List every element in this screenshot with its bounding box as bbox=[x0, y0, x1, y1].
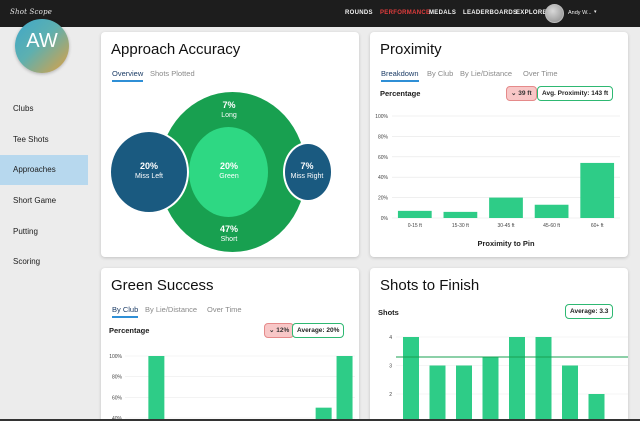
y-tick-label: 3 bbox=[389, 364, 392, 370]
y-tick-label: 20% bbox=[378, 196, 389, 202]
tab-by-lie-distance[interactable]: By Lie/Distance bbox=[460, 69, 513, 78]
bar[interactable] bbox=[443, 211, 478, 218]
chevron-down-icon: ⌄ bbox=[269, 327, 275, 334]
bar[interactable] bbox=[336, 356, 353, 421]
sub-label: Percentage bbox=[380, 89, 421, 98]
y-tick-label: 60% bbox=[112, 395, 123, 401]
miss-left-label: 20% Miss Left bbox=[134, 161, 163, 180]
nav-medals[interactable]: MEDALS bbox=[429, 10, 457, 16]
bar[interactable] bbox=[456, 365, 472, 421]
bar[interactable] bbox=[148, 356, 165, 421]
logo[interactable]: Shot Scope bbox=[10, 8, 53, 16]
bar[interactable] bbox=[588, 394, 605, 421]
bar[interactable] bbox=[397, 210, 432, 218]
bar[interactable] bbox=[535, 337, 552, 421]
nav-explore[interactable]: EXPLORE bbox=[516, 10, 547, 16]
shots-to-finish-card: Shots to Finish Shots Average: 3.3 2 3 4 bbox=[370, 268, 628, 421]
short-label: 47% Short bbox=[219, 224, 238, 243]
y-tick-label: 40% bbox=[112, 416, 123, 421]
proximity-card: Proximity Breakdown By Club By Lie/Dista… bbox=[370, 32, 628, 257]
x-tick-label: 15-30 ft bbox=[452, 223, 470, 229]
card-title: Proximity bbox=[380, 41, 442, 58]
chevron-down-icon: ⌄ bbox=[511, 90, 517, 97]
x-tick-label: 60+ ft bbox=[591, 223, 604, 229]
trend-value: 12% bbox=[276, 327, 290, 334]
average-badge: Avg. Proximity: 143 ft bbox=[537, 86, 614, 101]
miss-left-circle bbox=[109, 130, 189, 214]
profile-avatar[interactable]: AW bbox=[15, 19, 69, 73]
tab-by-club[interactable]: By Club bbox=[112, 305, 139, 318]
average-badge: Average: 20% bbox=[292, 323, 345, 338]
nav-performance[interactable]: PERFORMANCE bbox=[380, 10, 431, 16]
sidebar-item-tee-shots[interactable]: Tee Shots bbox=[13, 135, 49, 144]
sidebar-item-short-game[interactable]: Short Game bbox=[13, 196, 57, 205]
average-badge: Average: 3.3 bbox=[565, 304, 614, 319]
bar[interactable] bbox=[580, 162, 615, 218]
green-label: 20% Green bbox=[219, 161, 239, 180]
card-title: Approach Accuracy bbox=[111, 41, 241, 58]
bar[interactable] bbox=[489, 197, 523, 218]
y-tick-label: 100% bbox=[375, 114, 388, 120]
long-label: 7% Long bbox=[221, 100, 237, 119]
approach-accuracy-card: Approach Accuracy Overview Shots Plotted… bbox=[101, 32, 359, 257]
tab-over-time[interactable]: Over Time bbox=[523, 69, 558, 78]
y-tick-label: 100% bbox=[109, 354, 122, 360]
y-tick-label: 2 bbox=[389, 392, 392, 398]
sidebar-item-clubs[interactable]: Clubs bbox=[13, 104, 34, 113]
bar[interactable] bbox=[562, 365, 578, 421]
y-tick-label: 40% bbox=[378, 175, 389, 181]
x-tick-label: 0-15 ft bbox=[408, 223, 423, 229]
bar[interactable] bbox=[482, 356, 499, 421]
top-nav: Shot Scope ROUNDS PERFORMANCE MEDALS LEA… bbox=[0, 0, 640, 27]
nav-leaderboards[interactable]: LEADERBOARDS bbox=[463, 10, 518, 16]
tab-shots-plotted[interactable]: Shots Plotted bbox=[150, 69, 195, 78]
trend-badge: ⌄ 39 ft bbox=[506, 86, 537, 101]
x-tick-label: 30-45 ft bbox=[498, 223, 516, 229]
x-tick-label: 45-60 ft bbox=[543, 223, 561, 229]
y-tick-label: 0% bbox=[381, 216, 389, 222]
sidebar-item-putting[interactable]: Putting bbox=[13, 227, 38, 236]
user-avatar[interactable] bbox=[545, 4, 564, 23]
sidebar-item-approaches[interactable]: Approaches bbox=[0, 155, 88, 185]
sidebar-item-scoring[interactable]: Scoring bbox=[13, 257, 41, 266]
shots-to-finish-chart: 2 3 4 bbox=[389, 335, 628, 421]
bar[interactable] bbox=[315, 407, 332, 421]
avatar-initials: AW bbox=[26, 30, 58, 52]
sub-label: Shots bbox=[378, 308, 399, 317]
green-success-chart: 40% 60% 80% 100% bbox=[109, 354, 355, 421]
y-tick-label: 60% bbox=[378, 155, 389, 161]
sub-label: Percentage bbox=[109, 326, 150, 335]
nav-rounds[interactable]: ROUNDS bbox=[345, 10, 373, 16]
tab-by-club[interactable]: By Club bbox=[427, 69, 454, 78]
y-tick-label: 80% bbox=[378, 134, 389, 140]
bar[interactable] bbox=[403, 337, 419, 421]
green-success-card: Green Success By Club By Lie/Distance Ov… bbox=[101, 268, 359, 421]
bottom-edge bbox=[0, 419, 640, 421]
tab-breakdown[interactable]: Breakdown bbox=[381, 69, 419, 82]
bar[interactable] bbox=[509, 337, 525, 421]
inner-circle-green bbox=[189, 127, 268, 217]
user-name[interactable]: Andy W... bbox=[568, 10, 592, 16]
card-title: Green Success bbox=[111, 277, 214, 294]
tab-over-time[interactable]: Over Time bbox=[207, 305, 242, 314]
bar[interactable] bbox=[429, 365, 446, 421]
y-tick-label: 4 bbox=[389, 335, 392, 341]
trend-badge: ⌄ 12% bbox=[264, 323, 295, 338]
trend-value: 39 ft bbox=[518, 90, 532, 97]
x-axis-label: Proximity to Pin bbox=[477, 239, 535, 248]
card-title: Shots to Finish bbox=[380, 277, 480, 294]
tab-overview[interactable]: Overview bbox=[112, 69, 144, 82]
proximity-chart: 0% 20% 40% 60% 80% 100% 0-15 ft 15-30 ft 30-45 f… bbox=[375, 114, 620, 248]
miss-right-circle bbox=[283, 142, 333, 202]
y-tick-label: 80% bbox=[112, 375, 123, 381]
sidebar: AW Clubs Tee Shots Approaches Short Game… bbox=[0, 19, 88, 421]
tab-by-lie-distance[interactable]: By Lie/Distance bbox=[145, 305, 198, 314]
chevron-down-icon[interactable]: ▾ bbox=[594, 9, 597, 15]
miss-right-label: 7% Miss Right bbox=[290, 161, 324, 180]
bar[interactable] bbox=[534, 204, 569, 218]
